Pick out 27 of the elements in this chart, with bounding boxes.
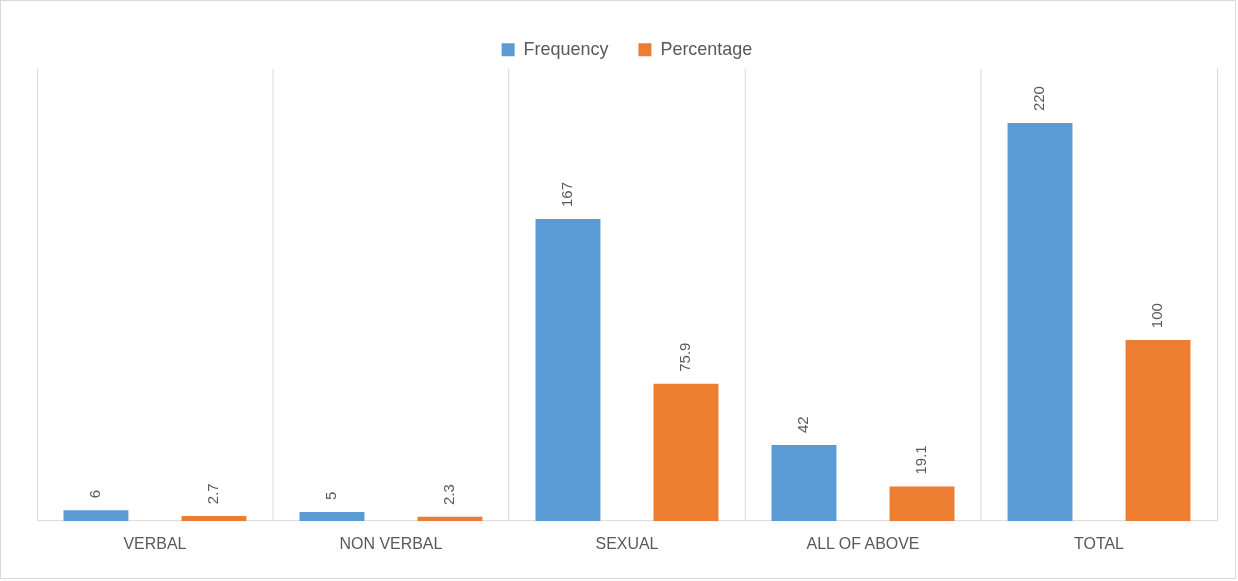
data-label: 100 [1148, 303, 1166, 329]
legend-label: Percentage [660, 38, 753, 59]
legend-label: Frequency [523, 38, 609, 59]
bar [535, 218, 601, 521]
x-tick-label: SEXUAL [595, 534, 659, 552]
x-tick-label: VERBAL [123, 534, 187, 552]
data-label: 75.9 [676, 342, 694, 372]
bar [1125, 340, 1191, 521]
bar [63, 510, 129, 521]
bar [1007, 123, 1073, 521]
bar [181, 516, 247, 521]
bar [889, 486, 955, 521]
data-label: 220 [1030, 86, 1048, 112]
bar [653, 383, 719, 521]
data-label: 2.7 [204, 483, 222, 505]
x-tick-label: TOTAL [1074, 534, 1125, 552]
bar [299, 511, 365, 521]
bar [771, 445, 837, 521]
data-label: 42 [794, 416, 812, 434]
x-tick-label: NON VERBAL [339, 534, 443, 552]
data-label: 6 [86, 489, 104, 499]
bar [417, 516, 483, 521]
data-label: 167 [558, 182, 576, 207]
x-tick-label: ALL OF ABOVE [806, 534, 920, 552]
data-label: 19.1 [912, 445, 930, 475]
data-label: 2.3 [440, 484, 458, 505]
data-label: 5 [322, 491, 340, 500]
